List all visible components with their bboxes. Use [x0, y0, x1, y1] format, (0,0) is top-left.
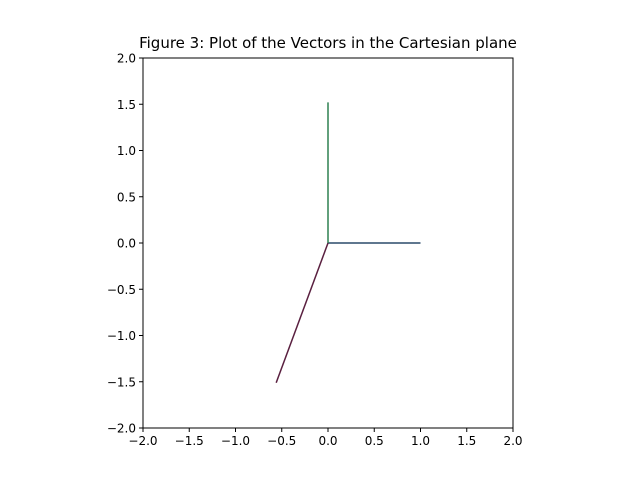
y-tick-label: −0.5: [107, 283, 136, 297]
y-tick-label: 0.5: [117, 190, 136, 204]
y-tick-label: 1.0: [117, 144, 136, 158]
x-tick-label: 1.0: [411, 434, 430, 448]
x-tick-label: 2.0: [503, 434, 522, 448]
y-tick-label: 0.0: [117, 237, 136, 251]
x-tick-label: −1.0: [221, 434, 250, 448]
x-tick-label: −2.0: [128, 434, 157, 448]
x-tick-label: −1.5: [175, 434, 204, 448]
x-tick-label: 0.5: [365, 434, 384, 448]
x-tick-label: 0.0: [318, 434, 337, 448]
y-tick-label: 1.5: [117, 98, 136, 112]
y-tick-label: −1.5: [107, 375, 136, 389]
y-tick-label: 2.0: [117, 52, 136, 66]
y-tick-label: −2.0: [107, 422, 136, 436]
vector-line-3: [275, 242, 329, 383]
x-tick-label: −0.5: [267, 434, 296, 448]
x-tick-label: 1.5: [457, 434, 476, 448]
chart-title: Figure 3: Plot of the Vectors in the Car…: [139, 34, 517, 52]
y-tick-label: −1.0: [107, 329, 136, 343]
